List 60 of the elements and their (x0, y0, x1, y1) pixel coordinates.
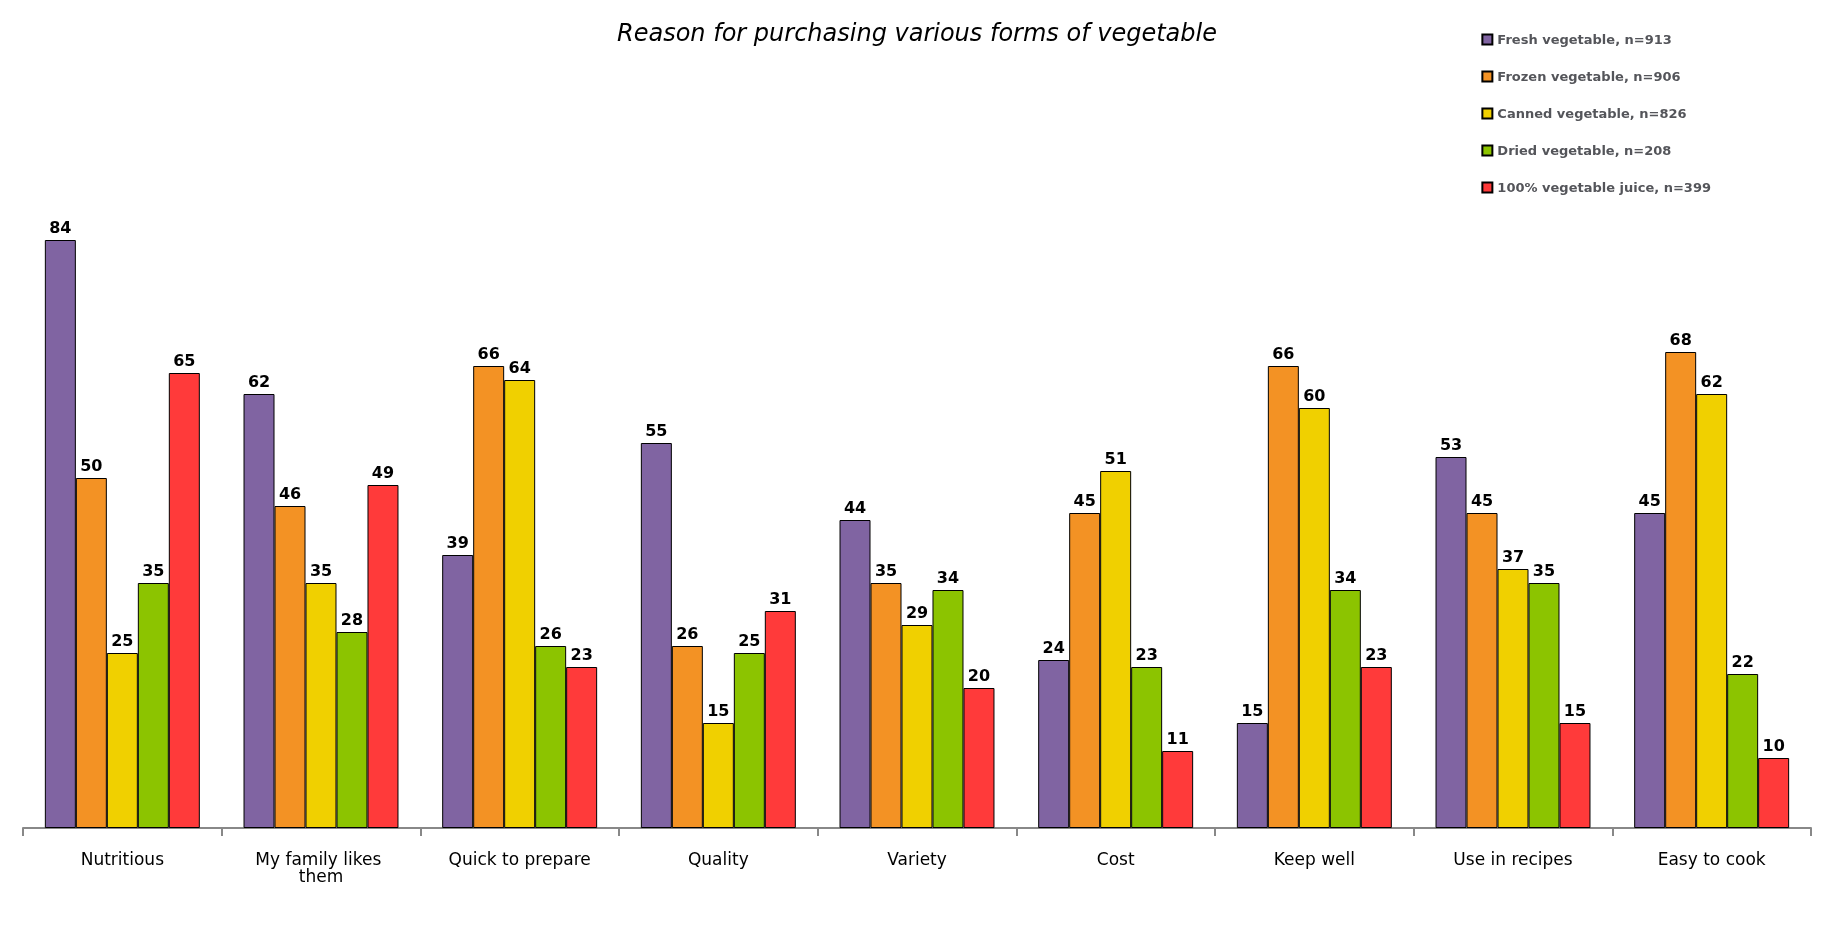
legend-label: Fresh vegetable, n=913 (1497, 32, 1672, 47)
data-label: 10 (1762, 735, 1785, 755)
data-label: 44 (843, 497, 867, 517)
data-label: 28 (340, 609, 364, 629)
data-label: 34 (936, 567, 960, 587)
data-label: 50 (80, 455, 103, 475)
data-label: 65 (173, 350, 196, 370)
data-label: 15 (707, 700, 730, 720)
data-label: 22 (1731, 651, 1754, 671)
x-tick-label: Easy to cook (1657, 848, 1766, 869)
data-label: 55 (645, 420, 668, 440)
data-label: 45 (1073, 490, 1096, 510)
legend-label: Dried vegetable, n=208 (1497, 143, 1672, 158)
data-label: 25 (111, 630, 134, 650)
data-label: 24 (1042, 637, 1065, 657)
data-label: 35 (142, 560, 165, 580)
x-tick-label: Quick to prepare (448, 848, 591, 869)
data-label: 35 (309, 560, 333, 580)
chart-title: Reason for purchasing various forms of vegetable (617, 19, 1217, 47)
data-label: 23 (1365, 644, 1388, 664)
data-label: 35 (1532, 560, 1556, 580)
data-label: 84 (49, 217, 72, 237)
data-label: 62 (247, 371, 271, 391)
data-label: 60 (1303, 385, 1326, 405)
data-label: 37 (1501, 546, 1525, 566)
data-label: 45 (1470, 490, 1494, 510)
data-label: 39 (446, 532, 469, 552)
x-tick-label: My family likes them (255, 848, 387, 886)
data-label: 31 (769, 588, 792, 608)
data-label: 26 (539, 623, 562, 643)
data-label: 62 (1700, 371, 1723, 391)
data-label: 15 (1241, 700, 1264, 720)
data-label: 51 (1104, 448, 1127, 468)
data-label: 23 (570, 644, 593, 664)
data-label: 35 (874, 560, 898, 580)
data-label: 11 (1166, 728, 1189, 748)
legend-label: Frozen vegetable, n=906 (1497, 69, 1681, 84)
data-label: 29 (905, 602, 929, 622)
data-label: 66 (1272, 343, 1295, 363)
data-label: 46 (278, 483, 302, 503)
x-tick-label: Nutritious (80, 848, 165, 869)
data-label: 23 (1135, 644, 1158, 664)
x-tick-label: Variety (887, 848, 947, 869)
data-label: 68 (1669, 329, 1692, 349)
x-tick-label: Quality (687, 848, 749, 869)
x-tick-label: Keep well (1273, 848, 1355, 869)
data-label: 53 (1439, 434, 1463, 454)
x-tick-label: Cost (1096, 848, 1135, 869)
data-label: 45 (1638, 490, 1661, 510)
data-label: 66 (477, 343, 500, 363)
legend-label: Canned vegetable, n=826 (1497, 106, 1687, 121)
data-label: 64 (508, 357, 531, 377)
data-label: 34 (1334, 567, 1357, 587)
data-label: 15 (1563, 700, 1587, 720)
legend-label: 100% vegetable juice, n=399 (1497, 180, 1712, 195)
data-label: 49 (371, 462, 395, 482)
data-label: 20 (967, 665, 991, 685)
data-label: 25 (738, 630, 761, 650)
data-label: 26 (676, 623, 699, 643)
x-tick-label: Use in recipes (1453, 848, 1573, 869)
